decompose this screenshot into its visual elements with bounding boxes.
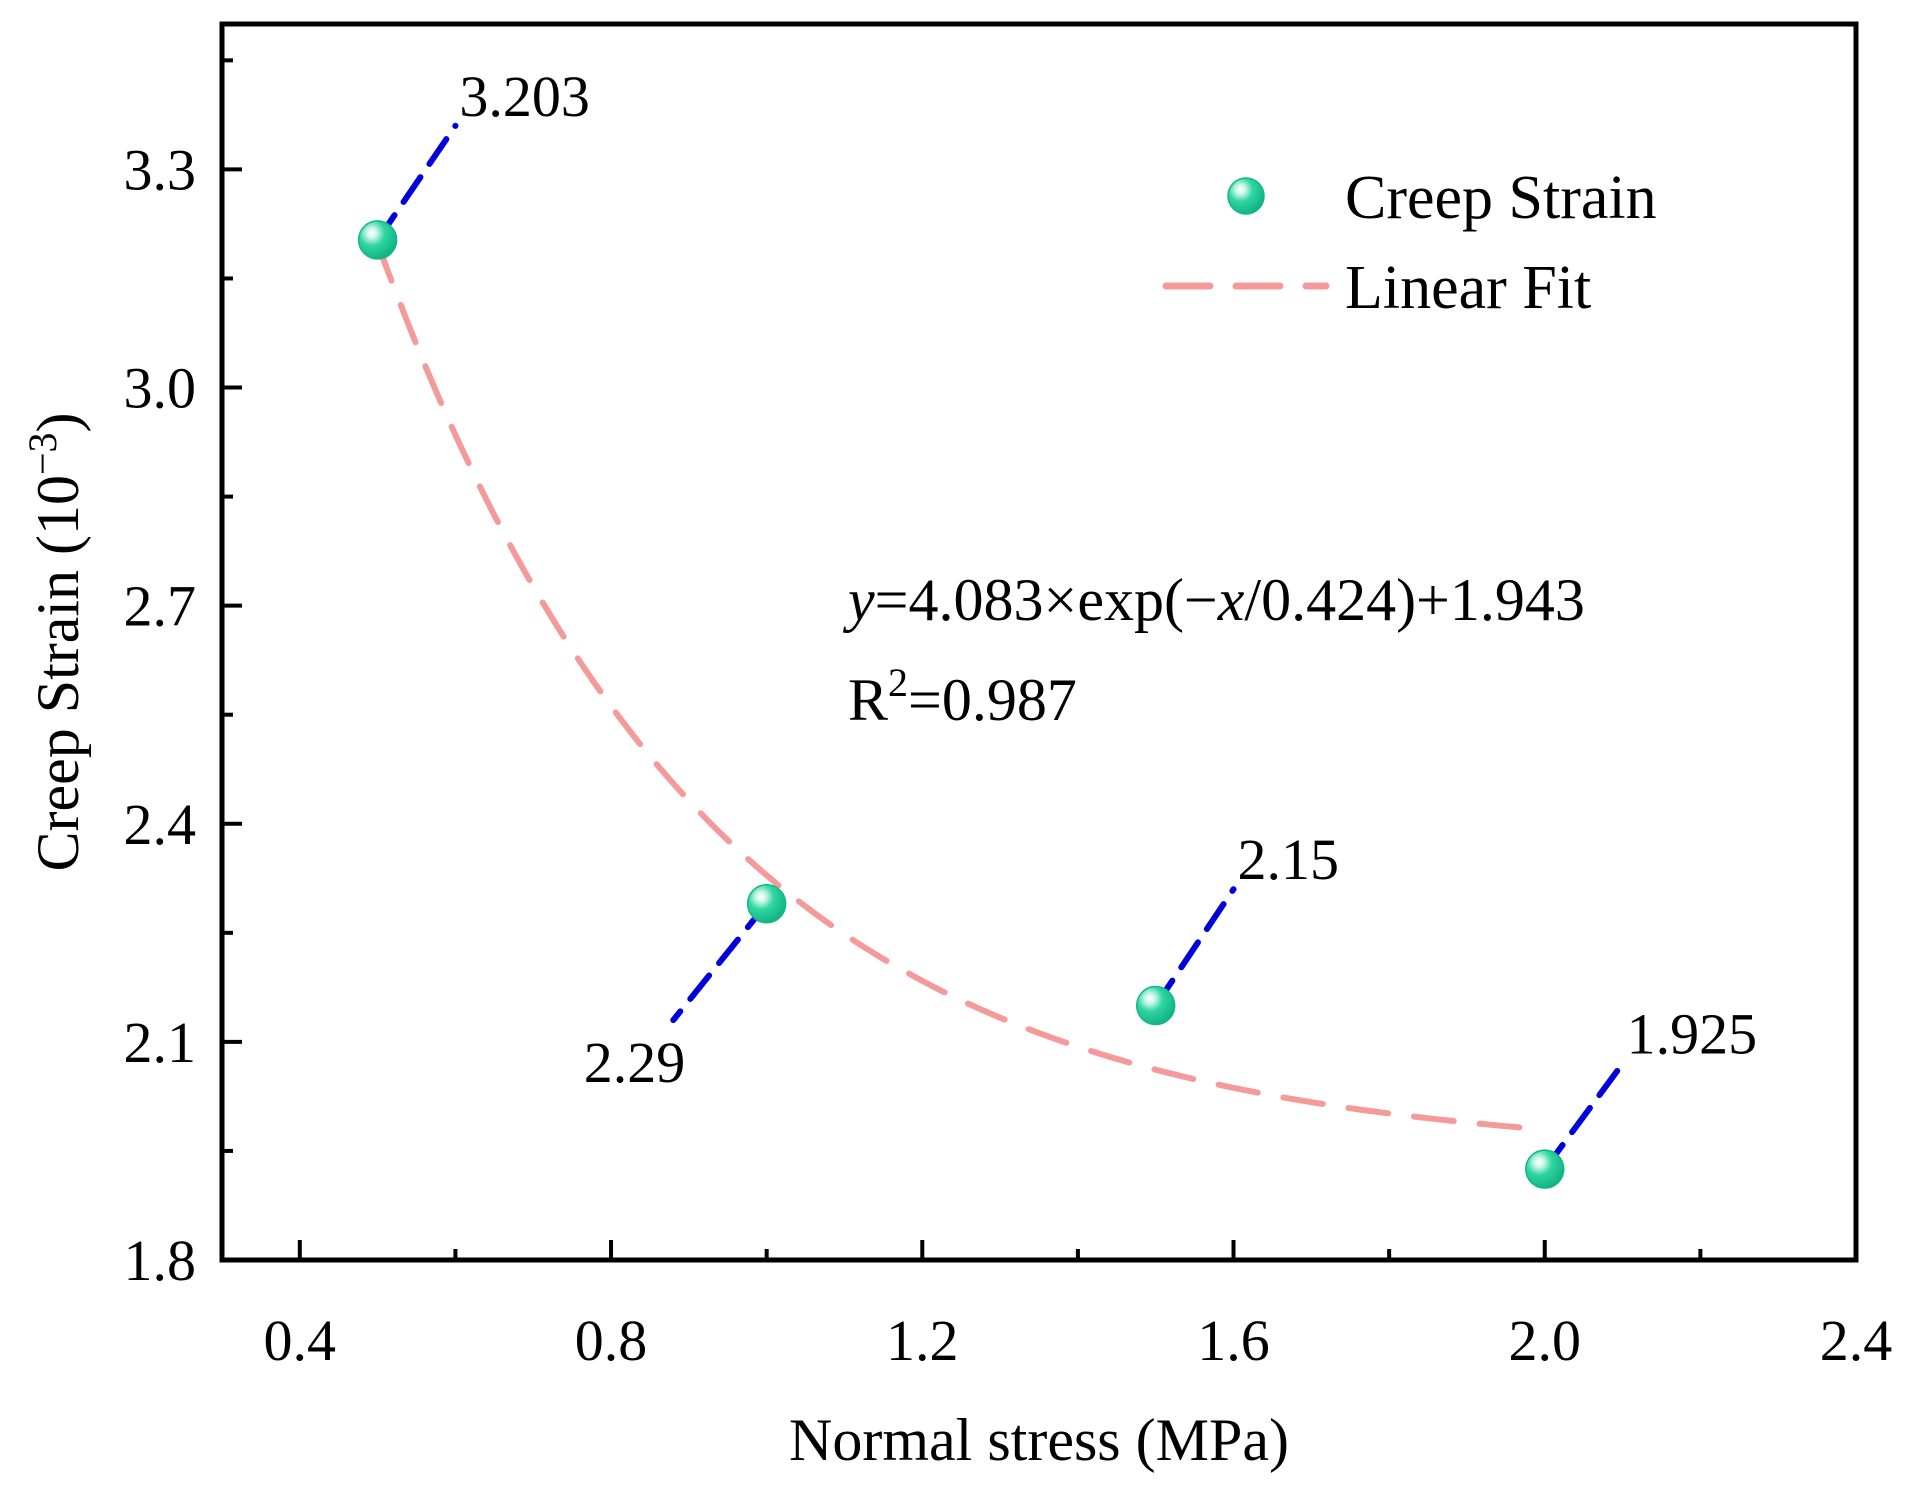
x-tick-label: 2.0 [1509, 1308, 1582, 1373]
y-tick-label: 3.0 [124, 356, 197, 421]
annotation-label: 2.29 [584, 1030, 686, 1095]
data-points-layer [357, 220, 1565, 1189]
y-tick-label: 2.4 [124, 792, 197, 857]
legend: Creep Strain Linear Fit [1162, 164, 1657, 322]
fit-equation: y=4.083×exp(−x/0.424)+1.943 [842, 567, 1585, 633]
annotation-label: 3.203 [459, 64, 590, 129]
r-squared: R2=0.987 [848, 660, 1077, 733]
r-squared-exponent: 2 [888, 660, 908, 705]
y-axis-title-close: ) [25, 412, 91, 432]
y-axis-title: Creep Strain (10−3) [20, 412, 91, 871]
annotation-leader-line [374, 122, 459, 243]
x-tick-label: 2.4 [1820, 1308, 1893, 1373]
y-tick-label: 2.1 [124, 1010, 197, 1075]
leader-lines-layer [374, 122, 1626, 1173]
legend-label-creep-strain: Creep Strain [1345, 164, 1657, 232]
equation-part1: =4.083×exp(− [875, 567, 1218, 633]
data-point [746, 883, 787, 924]
r-squared-label: R [848, 667, 888, 733]
legend-label-linear-fit: Linear Fit [1345, 254, 1591, 322]
y-tick-label: 2.7 [124, 574, 197, 639]
data-point [357, 220, 398, 260]
legend-scatter-marker [1227, 177, 1265, 215]
equation-y-var: y [842, 567, 875, 633]
annotation-leader-line [1152, 886, 1237, 1009]
axis-ticks-layer: 0.4 0.8 1.2 1.6 2.0 2.4 1.8 2.1 2.4 2.7 3.0 3.3 [124, 58, 1893, 1373]
equation-part2: /0.424)+1.943 [1244, 567, 1585, 633]
annotation-label: 1.925 [1627, 1002, 1758, 1067]
y-tick-label: 3.3 [124, 137, 197, 202]
equation-x-var: x [1217, 567, 1245, 633]
plot-frame [219, 21, 1859, 1263]
r-squared-value: =0.987 [908, 667, 1077, 733]
y-axis-title-exponent: −3 [20, 432, 65, 475]
x-tick-label: 0.4 [264, 1308, 337, 1373]
y-axis-title-main: Creep Strain (10 [25, 475, 91, 872]
fit-curve-layer [374, 240, 1548, 1133]
x-tick-label: 1.2 [886, 1308, 959, 1373]
y-tick-label: 1.8 [124, 1228, 197, 1293]
x-tick-label: 1.6 [1197, 1308, 1270, 1373]
fit-curve [374, 240, 1548, 1133]
data-point [1525, 1149, 1565, 1189]
annotation-label: 2.15 [1238, 827, 1340, 892]
annotations-layer: 3.203 2.29 2.15 1.925 [459, 64, 1757, 1095]
x-axis-title: Normal stress (MPa) [789, 1407, 1289, 1473]
annotation-leader-line [1541, 1060, 1626, 1173]
data-point [1135, 985, 1176, 1026]
x-tick-label: 0.8 [575, 1308, 648, 1373]
annotation-leader-line [670, 900, 770, 1024]
